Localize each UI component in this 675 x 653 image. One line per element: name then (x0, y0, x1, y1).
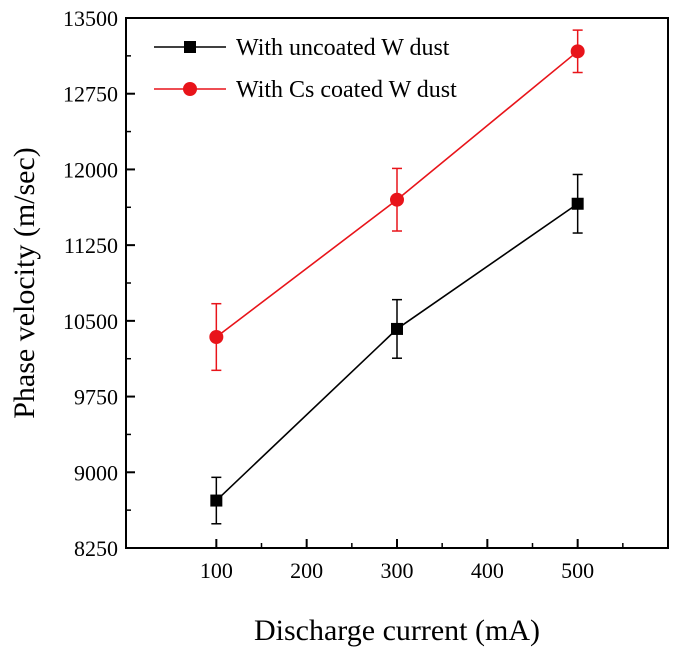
y-tick-label: 9750 (74, 385, 118, 410)
series-2 (209, 29, 585, 372)
legend-marker (183, 82, 197, 96)
y-tick-label: 9000 (74, 460, 118, 485)
data-point (571, 197, 584, 210)
legend-label: With Cs coated W dust (236, 77, 457, 103)
data-point (391, 322, 403, 335)
y-axis-title: Phase velocity (m/sec) (8, 147, 41, 419)
y-tick-label: 11250 (64, 233, 118, 258)
legend-item: With Cs coated W dust (154, 77, 457, 103)
legend-label: With uncoated W dust (236, 35, 450, 61)
x-tick-label: 500 (561, 558, 594, 583)
legend-marker (184, 41, 196, 53)
y-tick-label: 10500 (63, 309, 118, 334)
x-axis-title: Discharge current (mA) (254, 614, 540, 647)
plot-layer (209, 29, 585, 525)
data-point (209, 330, 224, 345)
y-tick-label: 13500 (63, 6, 118, 31)
series-1 (210, 173, 584, 525)
x-axis: 100 200 300 400 500 (200, 539, 624, 583)
y-tick-label: 8250 (74, 536, 118, 561)
y-tick-label: 12750 (63, 82, 118, 107)
data-point (390, 192, 404, 207)
x-tick-label: 200 (290, 558, 323, 583)
x-tick-label: 100 (200, 558, 233, 583)
y-tick-label: 12000 (63, 157, 118, 182)
x-tick-label: 300 (381, 558, 414, 583)
legend-item: With uncoated W dust (154, 35, 450, 61)
data-point (570, 44, 585, 59)
x-tick-label: 400 (471, 558, 504, 583)
y-axis: 8250 9000 9750 10500 11250 12000 12750 13500 (63, 6, 135, 561)
data-point (210, 494, 223, 507)
legend: With uncoated W dust With Cs coated W dus… (154, 35, 457, 103)
